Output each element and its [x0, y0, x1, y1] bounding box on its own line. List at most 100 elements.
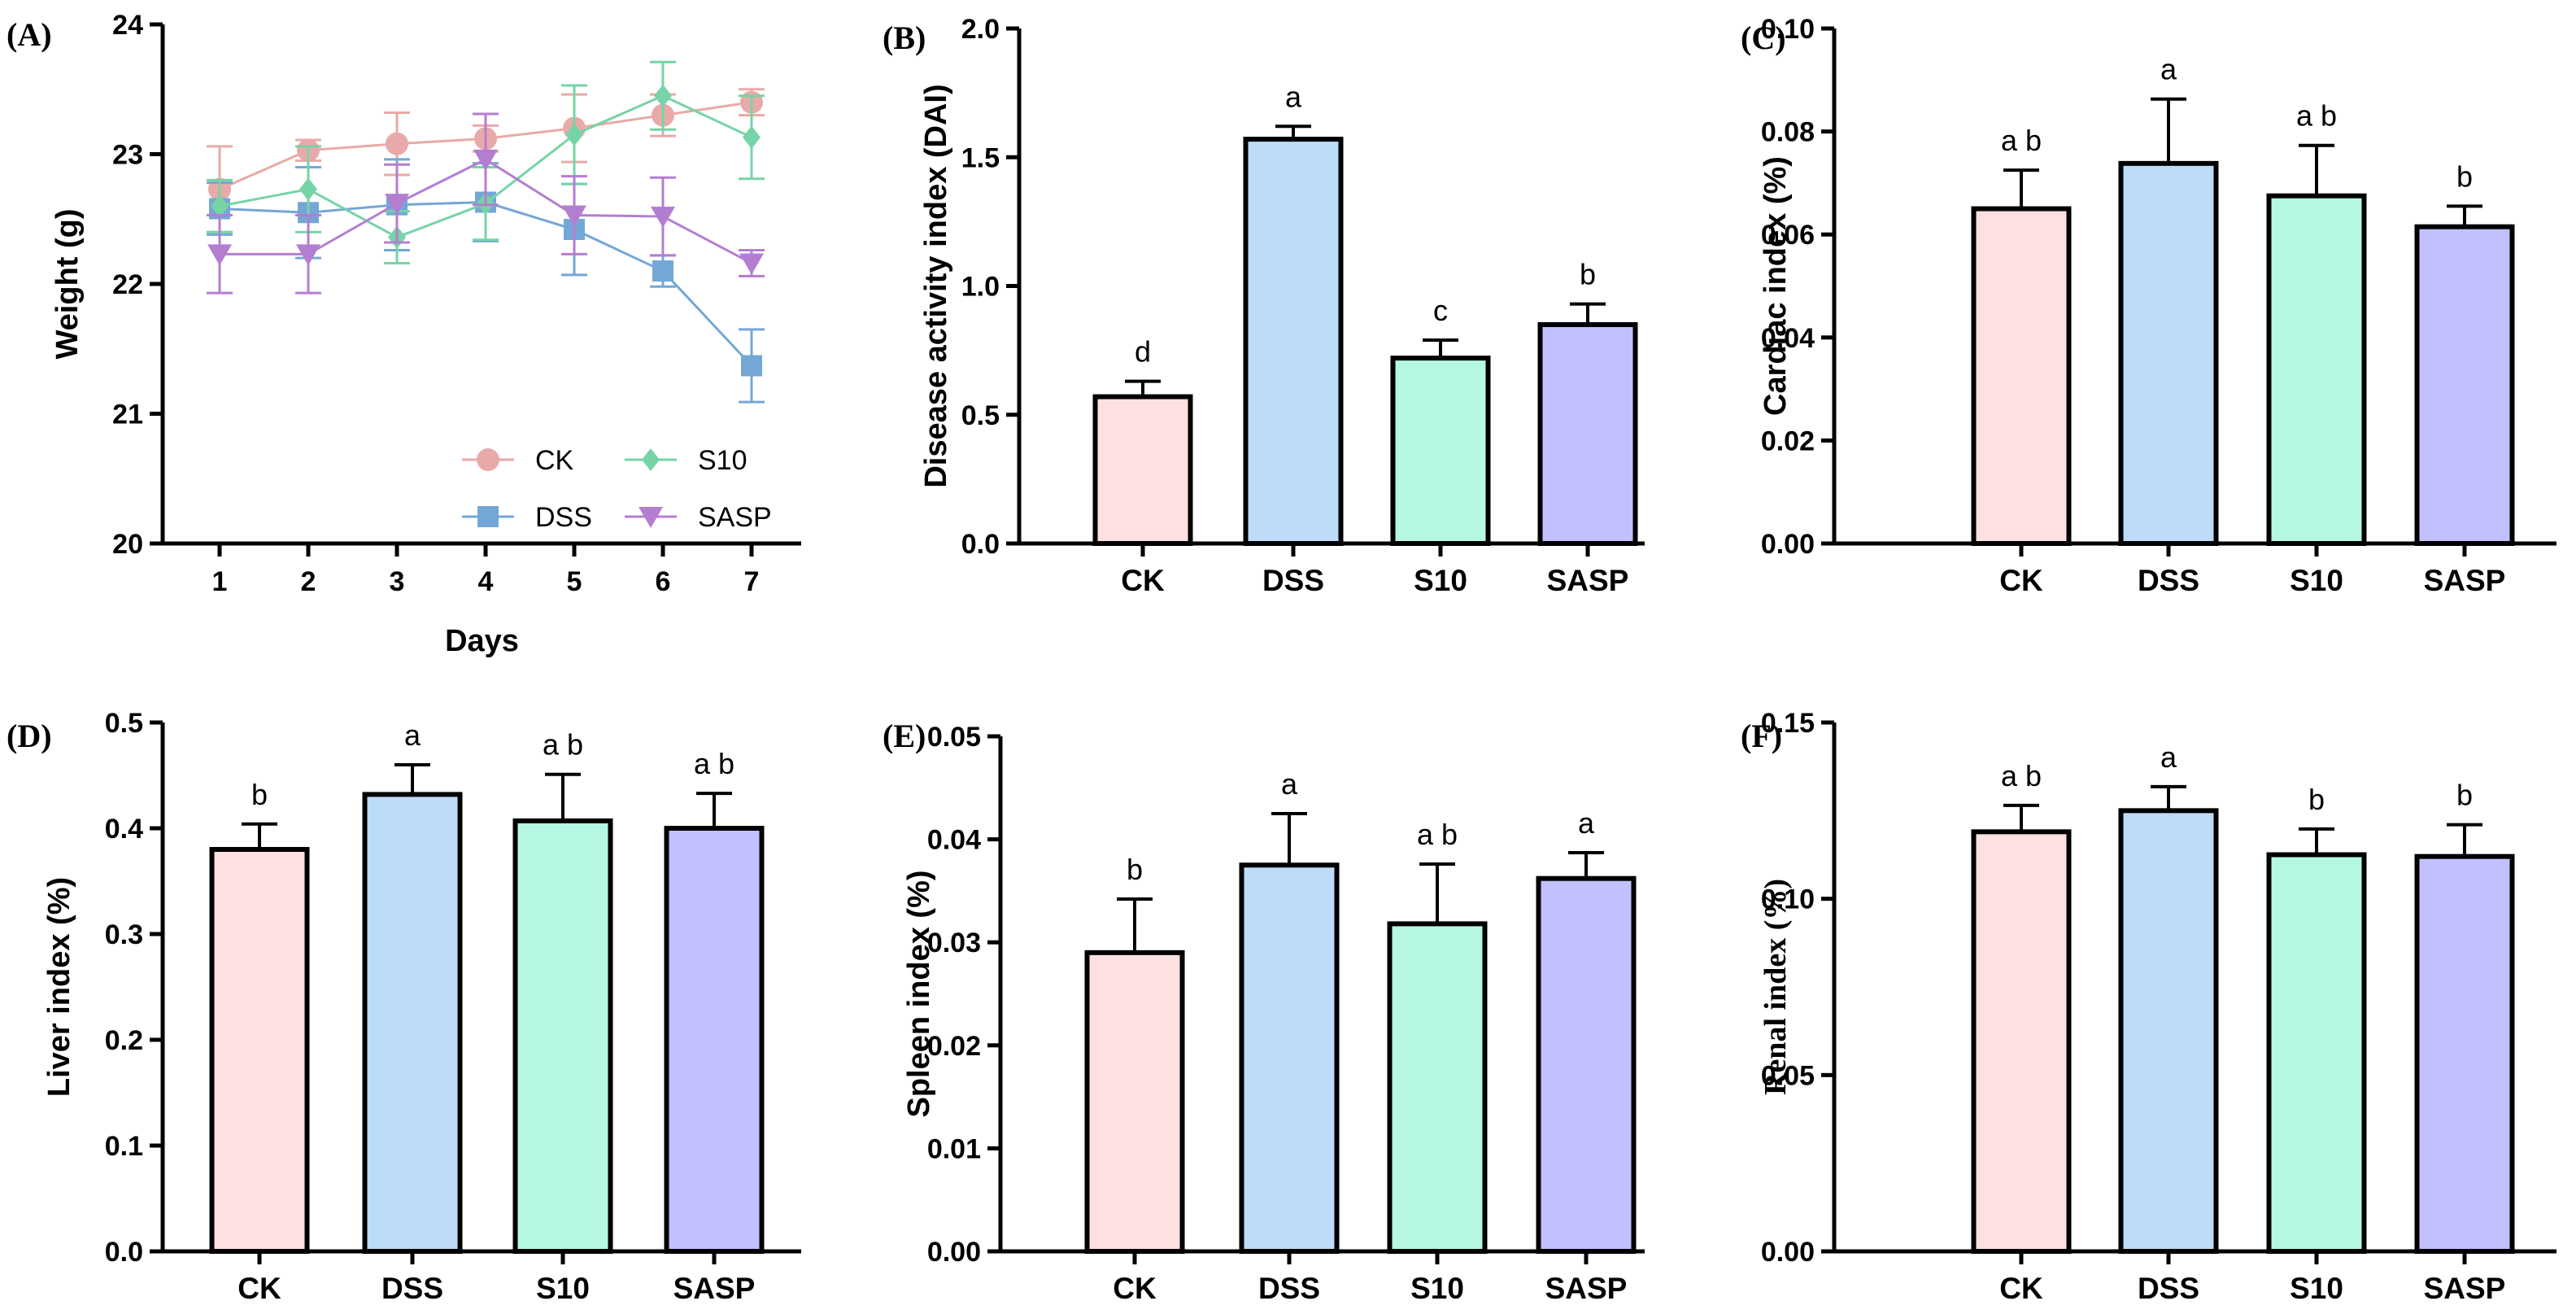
legend-marker — [639, 507, 663, 528]
legend-marker — [477, 448, 499, 471]
y-tick-label: 20 — [112, 529, 143, 560]
bar-group-dss: a DSS — [2118, 740, 2219, 1305]
y-tick-label: 0.4 — [105, 814, 143, 845]
data-point — [211, 194, 229, 218]
x-tick-label: DSS — [2138, 564, 2199, 597]
legend-entry-ck: CK — [462, 445, 574, 476]
x-tick-label: DSS — [1262, 564, 1324, 597]
bar-sasp — [1536, 875, 1637, 1254]
bar-group-dss: a DSS — [1239, 767, 1340, 1305]
data-point — [654, 84, 672, 107]
y-tick-label: 21 — [112, 399, 143, 430]
y-tick-label: 0.02 — [1761, 426, 1815, 456]
panel-c: (C) 0.00 0.02 0.04 0.06 0.08 0.10 Cardiac index… — [1741, 14, 2556, 597]
bar-group-sasp: b SASP — [1537, 258, 1638, 597]
y-axis-title: Renal index (%) — [1759, 879, 1793, 1095]
x-tick-label: SASP — [1545, 1272, 1628, 1305]
series-sasp — [207, 112, 765, 295]
bar-s10 — [512, 818, 613, 1254]
panel-b: (B) 0.0 0.5 1.0 1.5 2.0 Disease activity index… — [883, 14, 1645, 597]
bar-sasp — [1537, 321, 1638, 546]
y-tick-label: 24 — [112, 10, 143, 41]
bar-group-dss: a DSS — [362, 718, 463, 1305]
data-point — [562, 205, 586, 227]
x-tick-label: CK — [1999, 1272, 2043, 1305]
y-axis-title: Spleen index (%) — [902, 870, 936, 1117]
significance-label: b — [2456, 159, 2473, 193]
bar-s10 — [1390, 356, 1491, 546]
y-tick-label: 1.5 — [961, 142, 1000, 173]
bar-group-ck: b CK — [1084, 853, 1185, 1305]
significance-label: a b — [1417, 818, 1458, 851]
significance-label: c — [1433, 294, 1448, 327]
y-tick-label: 0.00 — [927, 1237, 981, 1268]
x-tick-label: DSS — [381, 1272, 443, 1305]
data-point — [299, 177, 317, 201]
y-tick-label: 0.2 — [105, 1025, 143, 1056]
data-point — [739, 253, 764, 275]
significance-label: b — [1127, 853, 1143, 886]
panel-label: (C) — [1741, 20, 1786, 56]
panel-d: (D) 0.0 0.1 0.2 0.3 0.4 0.5 Liver index (%) b CK a… — [7, 708, 801, 1305]
significance-label: a b — [543, 728, 583, 762]
legend-label: CK — [535, 445, 574, 476]
y-tick-label: 0.06 — [1761, 220, 1815, 251]
bar-group-dss: a DSS — [2118, 53, 2219, 597]
y-tick-label: 0.01 — [927, 1133, 981, 1164]
x-tick-label: SASP — [2424, 1272, 2506, 1305]
legend: CK DSS S10 SASP — [462, 445, 772, 533]
bar-sasp — [2414, 224, 2515, 546]
x-tick-label: S10 — [536, 1272, 590, 1305]
bar-ck — [1971, 829, 2072, 1254]
y-tick-label: 0.5 — [105, 708, 143, 739]
y-tick-label: 1.0 — [961, 272, 1000, 303]
panel-label: (A) — [7, 16, 52, 53]
y-tick-label: 0.0 — [105, 1237, 143, 1268]
y-tick-label: 0.10 — [1761, 884, 1815, 915]
y-tick-label: 0.04 — [927, 825, 981, 856]
significance-label: a — [404, 718, 421, 752]
y-tick-label: 0.1 — [105, 1131, 143, 1162]
x-tick-label: 1 — [212, 566, 228, 597]
y-tick-label: 2.0 — [961, 14, 1000, 45]
x-tick-label: CK — [1113, 1272, 1157, 1305]
significance-label: a b — [694, 747, 734, 780]
y-tick-label: 0.04 — [1761, 323, 1815, 354]
significance-label: a b — [2001, 759, 2042, 792]
bar-ck — [1092, 394, 1193, 546]
significance-label: a b — [2001, 124, 2042, 157]
y-tick-label: 0.5 — [961, 400, 1000, 431]
significance-label: b — [251, 778, 268, 811]
data-point — [386, 132, 408, 155]
x-tick-label: 3 — [390, 566, 405, 597]
x-tick-label: DSS — [1258, 1272, 1320, 1305]
bar-ck — [1084, 949, 1185, 1254]
x-tick-label: DSS — [2138, 1272, 2199, 1305]
bar-group-s10: a b S10 — [1387, 818, 1488, 1305]
bar-group-sasp: a SASP — [1536, 806, 1637, 1305]
y-tick-label: 0.0 — [961, 529, 1000, 560]
panel-e: (E) 0.00 0.01 0.02 0.03 0.04 0.05 Spleen index … — [883, 718, 1645, 1305]
panel-label: (F) — [1741, 718, 1782, 754]
x-tick-label: 7 — [744, 566, 760, 597]
data-point — [296, 244, 320, 266]
legend-marker — [477, 506, 499, 527]
y-tick-label: 0.02 — [927, 1031, 981, 1062]
bar-group-s10: a b S10 — [2266, 99, 2367, 597]
panel-label: (E) — [883, 718, 926, 754]
x-axis-title: Days — [445, 624, 519, 658]
x-tick-label: 2 — [301, 566, 316, 597]
panel-label: (D) — [7, 718, 52, 754]
bar-dss — [2118, 808, 2219, 1254]
y-axis-title: Disease activity index (DAI) — [919, 84, 953, 487]
y-tick-label: 0.10 — [1761, 14, 1815, 45]
y-tick-label: 0.05 — [1761, 1060, 1815, 1091]
legend-label: S10 — [698, 445, 748, 476]
data-point — [207, 244, 232, 266]
y-tick-label: 22 — [112, 269, 143, 300]
bar-group-ck: a b CK — [1971, 759, 2072, 1305]
bar-sasp — [664, 826, 765, 1254]
bar-group-sasp: a b SASP — [664, 747, 765, 1305]
